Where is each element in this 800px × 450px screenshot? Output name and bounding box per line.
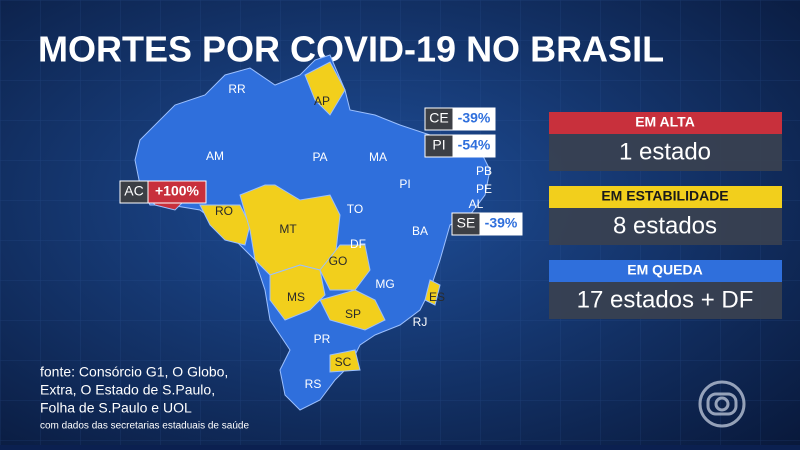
legend-title: EM ALTA — [635, 114, 695, 130]
state-label: SC — [335, 355, 352, 369]
legend-title: EM QUEDA — [627, 262, 702, 278]
state-label: MS — [287, 290, 305, 304]
state-area — [319, 289, 386, 331]
legend-count: 1 estado — [619, 138, 711, 165]
state-label: BA — [412, 224, 428, 238]
state-label: PE — [476, 182, 492, 196]
legend: EM ALTA 1 estado EM ESTABILIDADE 8 estados E… — [549, 112, 782, 319]
callout-change: +100% — [155, 183, 200, 199]
state-label: PA — [312, 150, 327, 164]
legend-body — [549, 208, 782, 245]
callout-change-box — [452, 134, 496, 158]
state-label: DF — [350, 237, 366, 251]
source-note: com dados das secretarias estaduais de s… — [40, 421, 249, 432]
state-label: RO — [215, 204, 233, 218]
state-label: TO — [347, 202, 363, 216]
state-area — [269, 264, 326, 321]
state-area — [319, 244, 371, 291]
legend-header — [549, 186, 782, 208]
state-label: RJ — [413, 315, 428, 329]
state-label: RS — [305, 377, 322, 391]
state-label: PR — [314, 332, 331, 346]
state-label: MT — [279, 222, 297, 236]
legend-count: 17 estados + DF — [577, 286, 754, 313]
channel-logo — [698, 380, 746, 428]
callout-state: PI — [432, 137, 445, 153]
callout-change-box — [452, 107, 496, 131]
state-area — [199, 204, 251, 246]
callout-change-box — [147, 180, 207, 204]
state-label: MA — [369, 150, 387, 164]
state-label: AM — [206, 149, 224, 163]
legend-header — [549, 112, 782, 134]
state-label: PI — [399, 177, 410, 191]
source-line: Folha de S.Paulo e UOL — [40, 400, 192, 416]
state-label: ES — [429, 290, 445, 304]
legend-title: EM ESTABILIDADE — [601, 188, 728, 204]
state-label: PB — [476, 164, 492, 178]
legend-body — [549, 282, 782, 319]
state-label: GO — [329, 254, 348, 268]
callout-state: SE — [457, 215, 476, 231]
state-area — [329, 349, 361, 373]
state-label: SP — [345, 307, 361, 321]
legend-count: 8 estados — [613, 212, 717, 239]
callout-state: AC — [124, 183, 143, 199]
title: MORTES POR COVID-19 NO BRASIL — [38, 29, 664, 70]
callout-state: CE — [429, 110, 448, 126]
callout-change: -54% — [458, 137, 491, 153]
state-label: RR — [228, 82, 246, 96]
state-area — [424, 279, 441, 306]
source-line: Extra, O Estado de S.Paulo, — [40, 382, 215, 398]
map-states: APROMTGOMSSPSCESRRAMPAMAPIRNPBPEALTOBADF… — [138, 61, 492, 391]
callout-change: -39% — [458, 110, 491, 126]
callouts: AC +100% CE -39% PI -54% SE -39% — [119, 107, 523, 236]
legend-header — [549, 260, 782, 282]
state-label: AP — [314, 94, 330, 108]
callout-change-box — [479, 212, 523, 236]
state-label: MG — [375, 277, 394, 291]
source-line: fonte: Consórcio G1, O Globo, — [40, 364, 228, 380]
callout-change: -39% — [485, 215, 518, 231]
state-area — [304, 61, 346, 116]
legend-body — [549, 134, 782, 171]
state-label: AL — [469, 197, 484, 211]
